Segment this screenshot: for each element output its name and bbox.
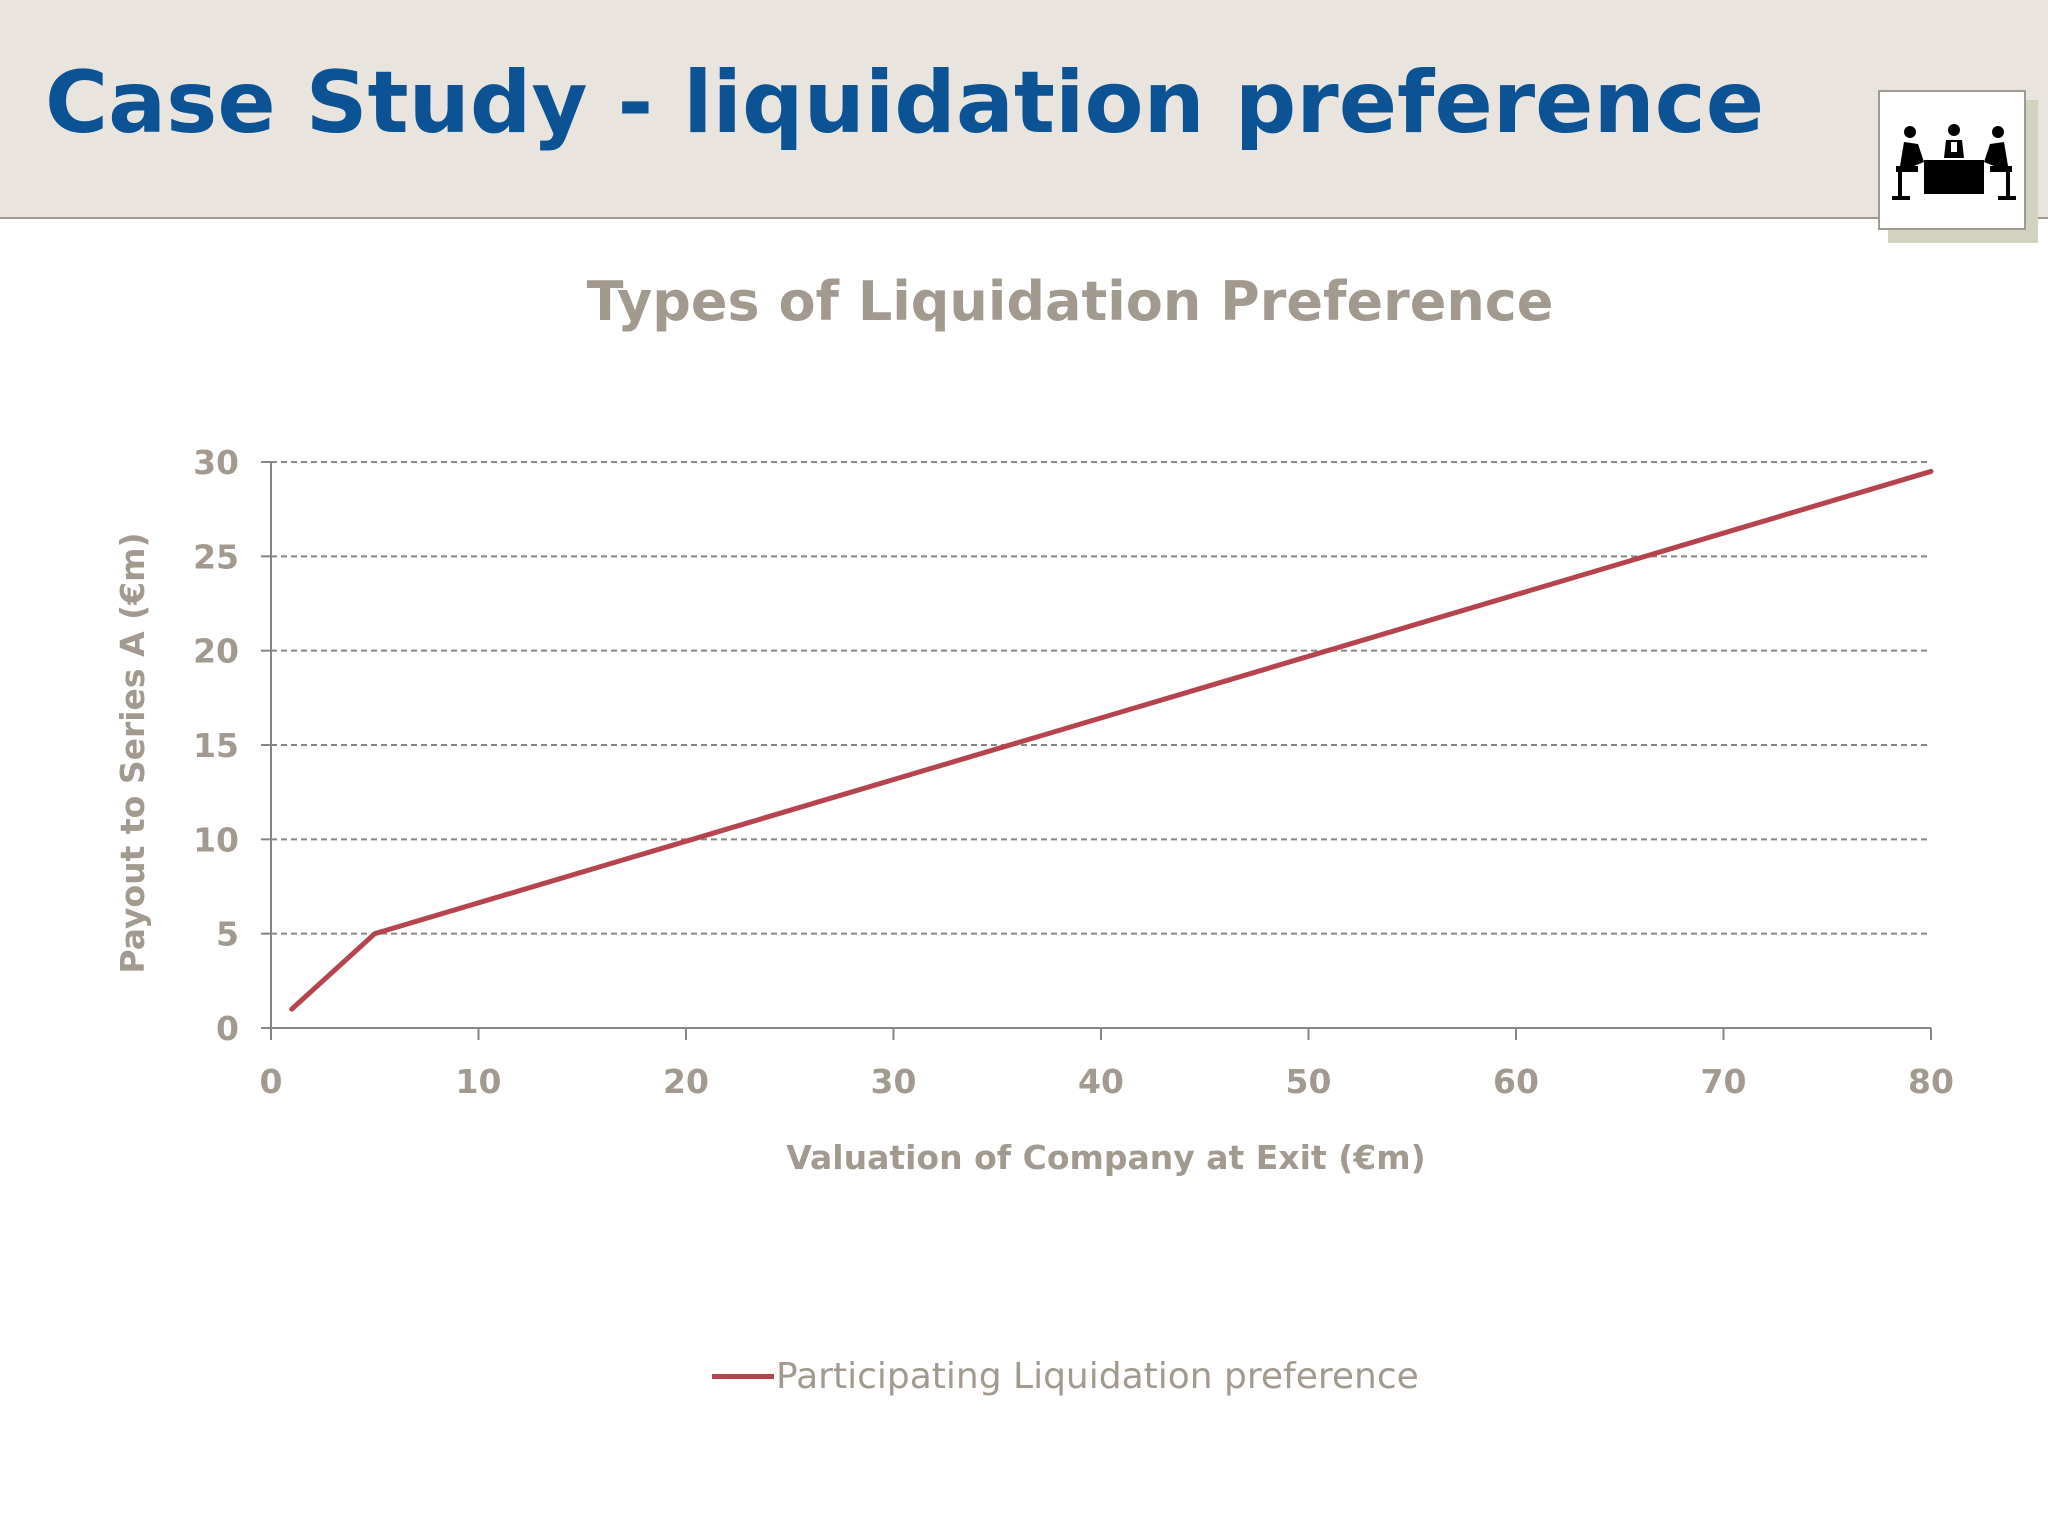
series-line-0	[289, 468, 1934, 1012]
x-tick-label-0: 0	[260, 1062, 283, 1101]
y-tick-label-10: 10	[193, 820, 239, 859]
y-tick-label-25: 25	[193, 537, 239, 576]
chart-title: Types of Liquidation Preference	[586, 270, 1554, 333]
y-tick-label-30: 30	[193, 443, 239, 482]
meeting-table-icon	[1892, 124, 2016, 200]
chart-legend: Participating Liquidation preference	[712, 1356, 1419, 1397]
x-tick-label-80: 80	[1908, 1062, 1954, 1101]
y-tick-label-0: 0	[216, 1009, 239, 1048]
y-tick-label-15: 15	[193, 726, 239, 765]
y-tick-label-20: 20	[193, 632, 239, 671]
y-tick-label-5: 5	[216, 915, 239, 954]
axis-layer: 0 5 10 15 20 25 30 0 10 20 30 40 50 60 70 80	[193, 443, 1954, 1101]
x-tick-label-10: 10	[456, 1062, 502, 1101]
series-layer	[289, 468, 1934, 1012]
grid-layer	[271, 461, 1931, 935]
y-axis-title: Payout to Series A (€m)	[113, 532, 152, 973]
x-tick-label-20: 20	[663, 1062, 709, 1101]
legend-label: Participating Liquidation preference	[776, 1356, 1419, 1397]
x-tick-label-30: 30	[871, 1062, 917, 1101]
x-tick-label-70: 70	[1701, 1062, 1747, 1101]
x-tick-label-60: 60	[1493, 1062, 1539, 1101]
x-axis-title: Valuation of Company at Exit (€m)	[786, 1138, 1425, 1177]
x-tick-label-50: 50	[1286, 1062, 1332, 1101]
icon-frame-front	[1878, 90, 2026, 230]
x-tick-label-40: 40	[1078, 1062, 1124, 1101]
meeting-icon-frame	[1878, 90, 2038, 243]
legend-swatch	[712, 1374, 774, 1379]
slide-title: Case Study - liquidation preference	[45, 53, 1765, 153]
header-band	[0, 0, 2048, 219]
